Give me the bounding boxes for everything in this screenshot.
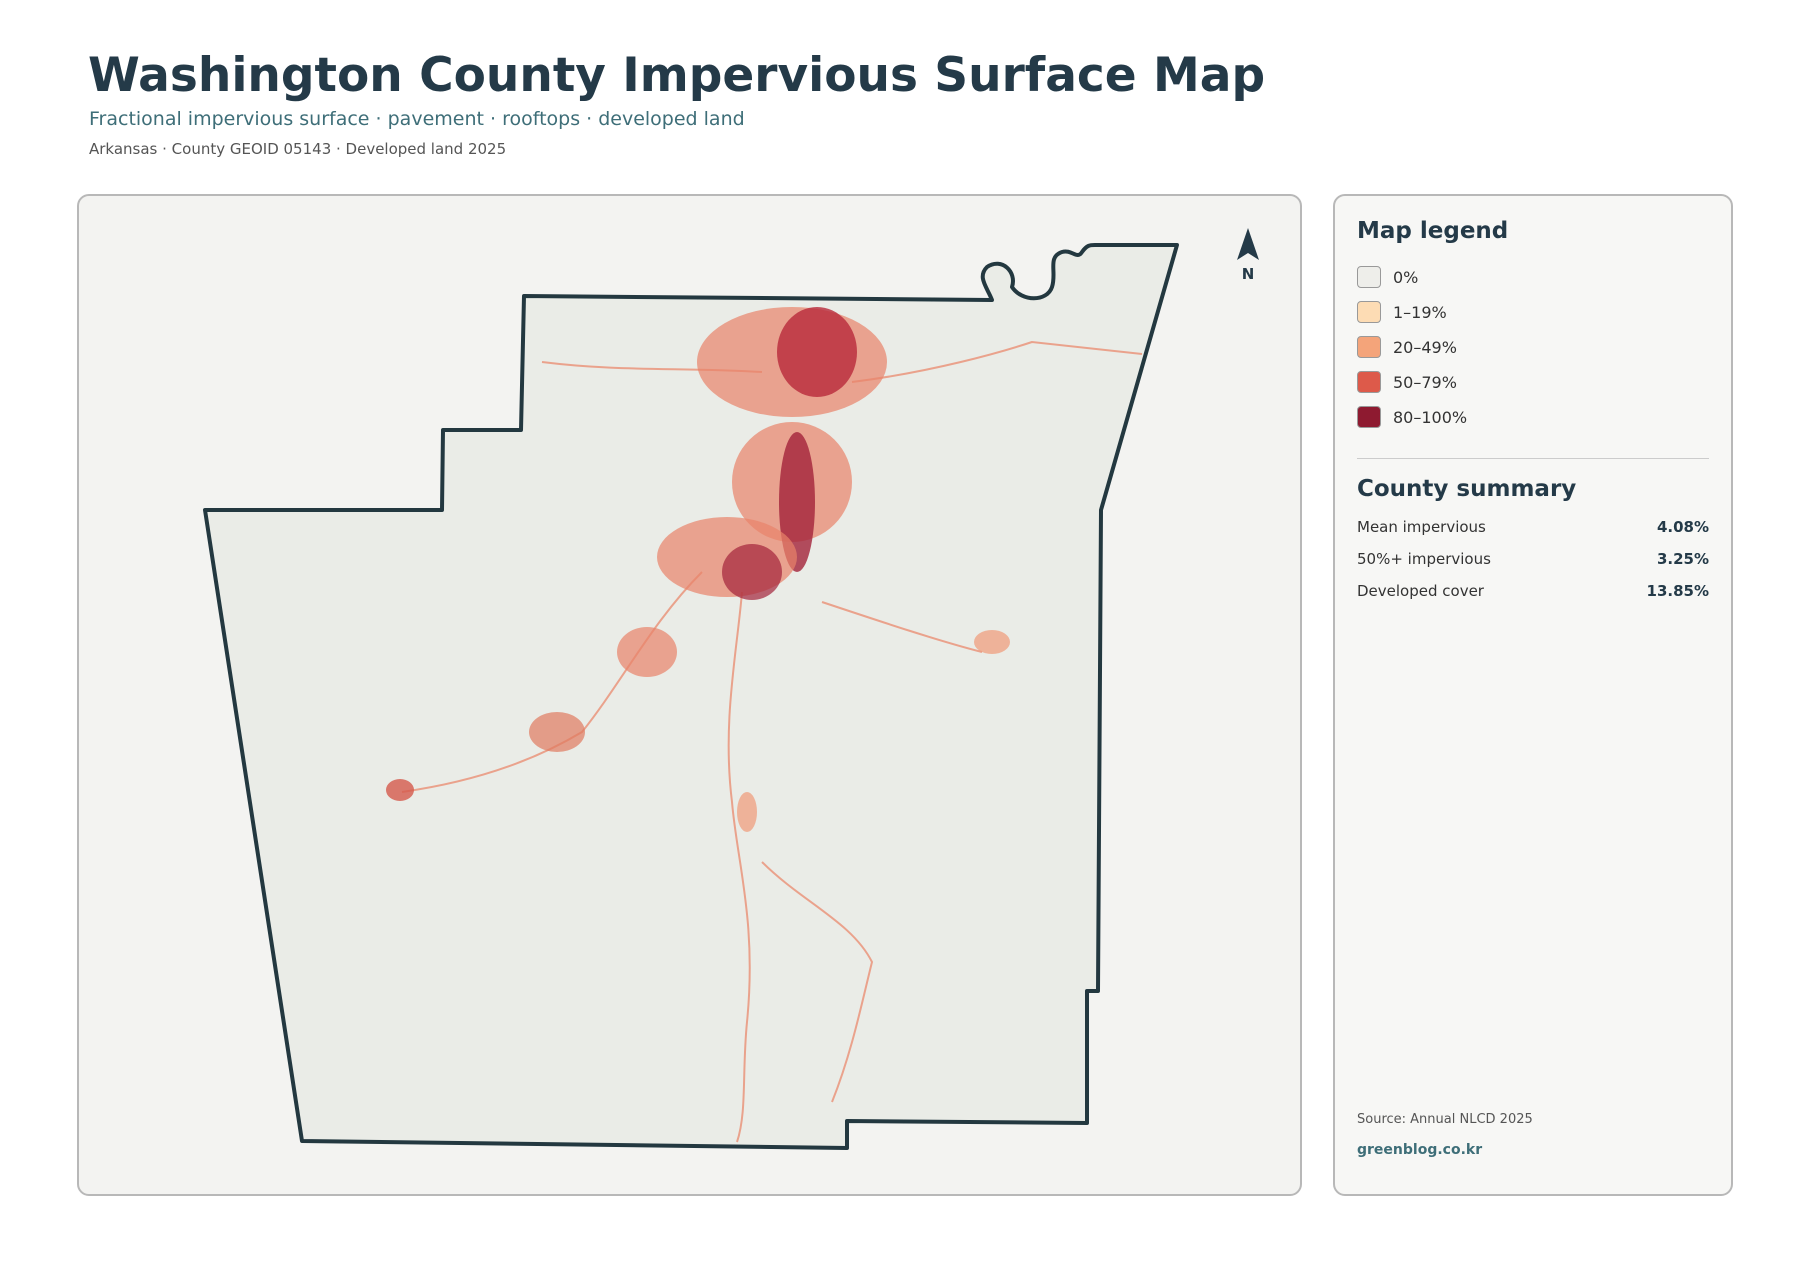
legend-label: 80–100% [1393,407,1468,427]
summary-title: County summary [1357,476,1577,502]
summary-value: 13.85% [1646,582,1709,600]
summary-value: 3.25% [1656,550,1709,568]
legend-swatch [1357,371,1381,393]
legend-title: Map legend [1357,218,1509,244]
legend-label: 1–19% [1393,302,1447,322]
legend-swatch [1357,301,1381,323]
legend-panel: Map legend 0% 1–19% 20–49% 50–79% 80–100% Co… [1333,194,1733,1196]
title: Washington County Impervious Surface Map [88,48,1266,103]
credit: greenblog.co.kr [1357,1142,1483,1158]
summary-label: 50%+ impervious [1357,550,1491,568]
subtitle: Fractional impervious surface · pavement… [89,108,745,130]
legend-label: 0% [1393,267,1419,287]
summary-row: Developed cover 13.85% [1357,582,1709,600]
legend-label: 50–79% [1393,372,1457,392]
legend-swatch [1357,266,1381,288]
legend-swatch [1357,406,1381,428]
legend-item: 1–19% [1357,301,1447,323]
source: Source: Annual NLCD 2025 [1357,1112,1533,1127]
legend-swatch [1357,336,1381,358]
meta: Arkansas · County GEOID 05143 · Develope… [89,140,507,158]
north-arrow: N [1237,228,1259,283]
legend-item: 0% [1357,266,1418,288]
legend-label: 20–49% [1393,337,1457,357]
separator [1357,458,1709,459]
north-label: N [1242,265,1255,283]
summary-label: Developed cover [1357,582,1484,600]
legend-item: 80–100% [1357,406,1467,428]
map-panel: N [77,194,1302,1196]
urban-area [386,307,1010,832]
county-outline [203,243,1179,1150]
summary-row: 50%+ impervious 3.25% [1357,550,1709,568]
summary-label: Mean impervious [1357,518,1486,536]
summary-row: Mean impervious 4.08% [1357,518,1709,536]
summary-value: 4.08% [1656,518,1709,536]
legend-item: 20–49% [1357,336,1457,358]
legend-item: 50–79% [1357,371,1457,393]
map: N [203,228,1259,1150]
